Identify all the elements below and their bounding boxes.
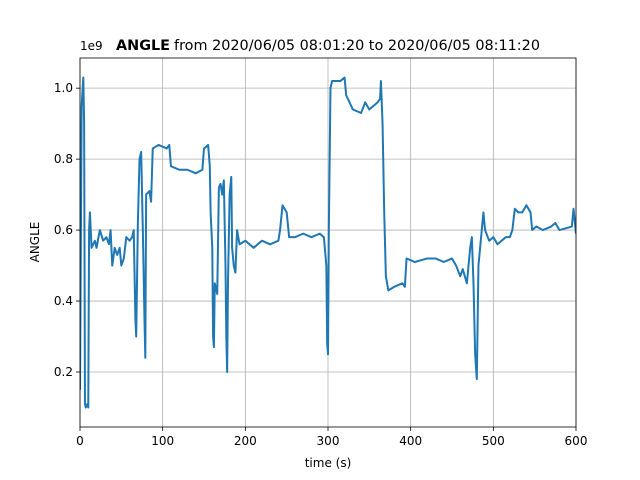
title-rest: from 2020/06/05 08:01:20 to 2020/06/05 0… — [174, 38, 540, 54]
x-tick-label: 600 — [565, 434, 588, 448]
chart-title: ANGLE from 2020/06/05 08:01:20 to 2020/06… — [116, 38, 540, 54]
plot-frame — [79, 57, 577, 428]
x-tick-label: 500 — [482, 434, 505, 448]
x-tick-label: 300 — [317, 434, 340, 448]
y-tick-label: 0.2 — [54, 365, 73, 379]
x-axis-label: time (s) — [305, 456, 352, 470]
title-bold: ANGLE — [116, 38, 170, 54]
y-tick-label: 0.4 — [54, 294, 73, 308]
y-axis-label: ANGLE — [28, 222, 42, 263]
y-tick-label: 1.0 — [54, 81, 73, 95]
x-tick-label: 0 — [76, 434, 84, 448]
x-tick-label: 200 — [234, 434, 257, 448]
y-tick-label: 0.8 — [54, 152, 73, 166]
x-tick-label: 400 — [399, 434, 422, 448]
x-tick-label: 100 — [151, 434, 174, 448]
y-offset-label: 1e9 — [80, 39, 103, 53]
y-tick-label: 0.6 — [54, 223, 73, 237]
data-line — [80, 76, 576, 409]
